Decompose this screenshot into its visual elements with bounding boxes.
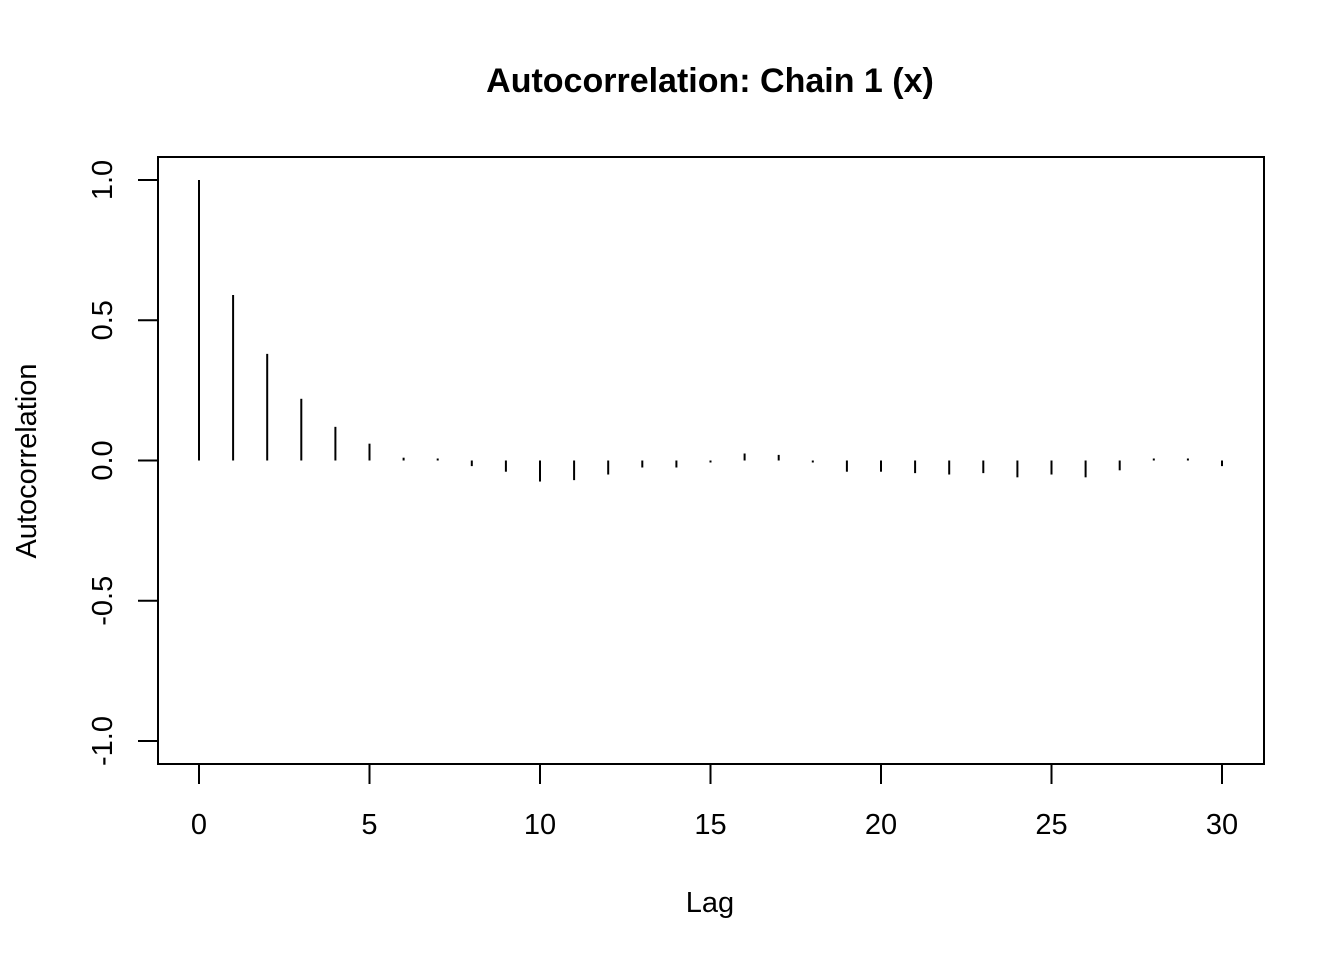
y-tick-label: 1.0 — [87, 160, 119, 200]
x-tick-label: 30 — [1206, 809, 1238, 841]
chart-title: Autocorrelation: Chain 1 (x) — [486, 62, 934, 100]
x-tick-label: 5 — [361, 809, 377, 841]
x-axis: 0 5 10 15 20 25 30 — [191, 763, 1238, 841]
x-tick-label: 25 — [1035, 809, 1067, 841]
x-tick-label: 0 — [191, 809, 207, 841]
y-axis-label: Autocorrelation — [11, 363, 43, 558]
acf-series — [198, 180, 1223, 482]
x-tick-label: 15 — [694, 809, 726, 841]
x-tick-label: 10 — [524, 809, 556, 841]
y-tick-label: 0.5 — [87, 300, 119, 340]
y-tick-label: -1.0 — [87, 716, 119, 766]
x-axis-label: Lag — [686, 887, 734, 919]
y-tick-label: 0.0 — [87, 440, 119, 480]
y-axis: -1.0 -0.5 0.0 0.5 1.0 — [87, 160, 159, 766]
y-tick-label: -0.5 — [87, 576, 119, 626]
x-tick-label: 20 — [865, 809, 897, 841]
